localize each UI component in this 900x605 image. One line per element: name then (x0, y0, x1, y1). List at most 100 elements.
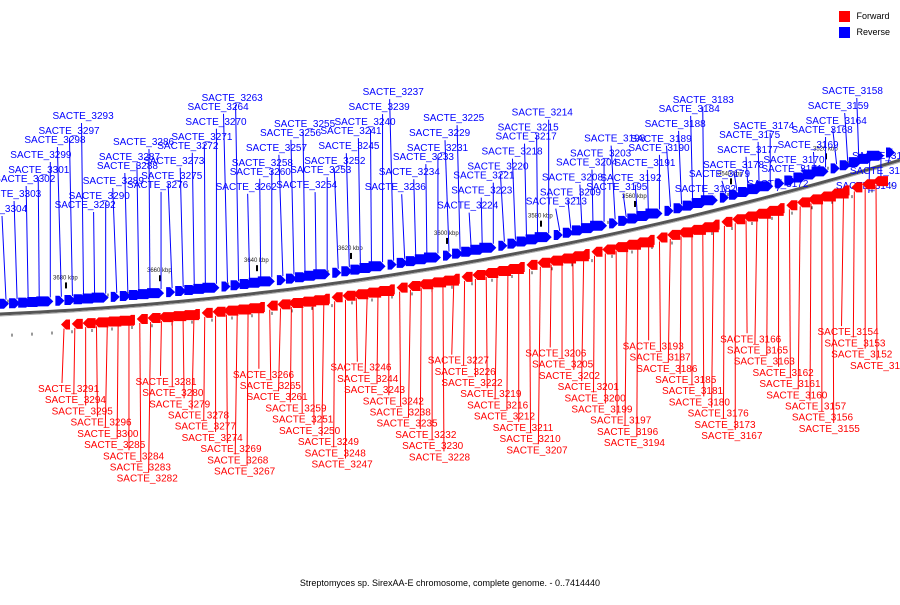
forward-gene-arrow (278, 299, 291, 309)
forward-gene-label: SACTE_3162 (753, 368, 815, 379)
reverse-gene-label: SACTE_3299 (10, 150, 72, 161)
forward-gene-label: SACTE_3251 (272, 415, 334, 426)
reverse-gene-label: SACTE_3225 (423, 113, 485, 124)
forward-gene-label: SACTE_3296 (70, 418, 132, 429)
reverse-gene-arrow (831, 163, 840, 173)
forward-gene-label: SACTE_3173 (694, 420, 756, 431)
reverse-gene-label: SACTE_3293 (53, 111, 115, 122)
reverse-gene-label: SACTE_3270 (185, 117, 247, 128)
forward-gene-label: SACTE_3210 (500, 434, 562, 445)
reverse-gene-arrow (424, 252, 441, 262)
forward-gene-arrow (732, 214, 745, 224)
forward-gene-label: SACTE_3281 (135, 377, 197, 388)
forward-gene-label: SACTE_3165 (727, 345, 789, 356)
gene-leader-line (94, 212, 95, 294)
gene-leader-line (789, 209, 790, 378)
legend-reverse-label: Reverse (856, 27, 890, 37)
reverse-gene-label: SACTE_3239 (349, 102, 411, 113)
reverse-gene-label: SACTE_3240 (334, 117, 396, 128)
forward-gene-label: SACTE_3242 (363, 396, 425, 407)
forward-gene-arrow (267, 301, 278, 311)
reverse-gene-arrow (166, 287, 175, 297)
forward-gene-label: SACTE_3196 (597, 427, 659, 438)
forward-gene-label: SACTE_3279 (149, 399, 211, 410)
forward-gene-arrow (148, 313, 161, 323)
gene-leader-line (625, 249, 627, 426)
gene-leader-line (746, 220, 747, 333)
reverse-gene-label: SACTE_3218 (481, 147, 543, 158)
forward-gene-arrow (61, 320, 70, 330)
forward-gene-label: SACTE_3161 (759, 379, 821, 390)
forward-gene-label: SACTE_3205 (532, 360, 594, 371)
reverse-gene-arrow (498, 241, 507, 251)
reverse-gene-arrow (590, 221, 607, 231)
reverse-gene-label: SACTE_3215 (498, 123, 560, 134)
reverse-gene-arrow (645, 208, 662, 218)
reverse-gene-label: SACTE_3262 (216, 182, 278, 193)
reverse-gene-arrow (443, 251, 452, 261)
reverse-gene-arrow (36, 296, 53, 306)
forward-gene-arrow (137, 314, 148, 324)
reverse-gene-arrow (665, 206, 674, 216)
reverse-gene-label: SACTE_3170 (763, 155, 825, 166)
forward-gene-label: SACTE_3300 (77, 429, 139, 440)
forward-gene-label: SACTE_3285 (84, 440, 146, 451)
forward-gene-label: SACTE_3163 (734, 357, 796, 368)
reverse-gene-label: SACTE_3273 (143, 156, 205, 167)
reverse-gene-arrow (258, 276, 275, 286)
forward-gene-label: SACTE_3249 (298, 437, 360, 448)
gene-leader-line (452, 283, 454, 355)
reverse-gene-arrow (277, 275, 286, 285)
legend-forward-label: Forward (856, 11, 889, 21)
forward-gene-label: SACTE_3284 (103, 451, 165, 462)
forward-gene-label: SACTE_3212 (474, 412, 536, 423)
gene-leader-line (464, 281, 465, 366)
gene-leader-line (755, 218, 757, 345)
reverse-gene-label: SACTE_3254 (276, 180, 338, 191)
reverse-gene-label: SACTE_3303 (0, 189, 42, 200)
gene-leader-line (842, 194, 844, 326)
gene-leader-line (525, 144, 527, 238)
forward-gene-label: SACTE_3151 (850, 361, 900, 372)
tick-label: 3640 kbp (244, 258, 269, 264)
gene-leader-line (469, 213, 471, 248)
genome-caption: Streptomyces sp. SirexAA-E chromosome, c… (0, 578, 900, 588)
forward-gene-arrow (797, 197, 810, 207)
reverse-gene-label: SACTE_3174 (733, 121, 795, 132)
legend-reverse: Reverse (839, 24, 890, 40)
forward-gene-label: SACTE_3180 (669, 397, 731, 408)
forward-gene-label: SACTE_3238 (370, 408, 432, 419)
reverse-gene-label: SACTE_3182 (675, 184, 737, 195)
reverse-gene-arrow (388, 260, 397, 270)
forward-gene-label: SACTE_3187 (629, 353, 691, 364)
forward-gene-arrow (721, 217, 732, 227)
forward-gene-label: SACTE_3269 (200, 444, 262, 455)
forward-gene-label: SACTE_3278 (168, 411, 230, 422)
reverse-gene-label: SACTE_3301 (8, 165, 70, 176)
gene-leader-line (14, 201, 17, 299)
reverse-gene-arrow (609, 218, 618, 228)
forward-gene-label: SACTE_3291 (38, 384, 100, 395)
reverse-gene-label: SACTE_3297 (38, 126, 100, 137)
forward-gene-arrow (397, 283, 408, 293)
gene-leader-line (160, 321, 161, 376)
forward-gene-arrow (786, 200, 797, 210)
reverse-gene-label: SACTE_3229 (409, 128, 471, 139)
reverse-gene-label: SACTE_3158 (822, 86, 884, 97)
forward-gene-label: SACTE_3227 (428, 356, 490, 367)
reverse-gene-label: SACTE_3188 (645, 119, 707, 130)
legend-forward: Forward (839, 8, 890, 24)
forward-gene-label: SACTE_3167 (701, 431, 763, 442)
forward-swatch (839, 11, 850, 22)
reverse-gene-label: SACTE_3169 (777, 140, 839, 151)
forward-gene-label: SACTE_3246 (330, 363, 392, 374)
reverse-gene-label: SACTE_3234 (379, 167, 441, 178)
forward-gene-label: SACTE_3268 (207, 455, 269, 466)
forward-gene-label: SACTE_3280 (142, 388, 204, 399)
forward-gene-label: SACTE_3267 (214, 467, 276, 478)
forward-gene-arrow (407, 281, 420, 291)
forward-gene-label: SACTE_3222 (441, 378, 503, 389)
reverse-swatch (839, 27, 850, 38)
forward-gene-label: SACTE_3265 (240, 381, 302, 392)
